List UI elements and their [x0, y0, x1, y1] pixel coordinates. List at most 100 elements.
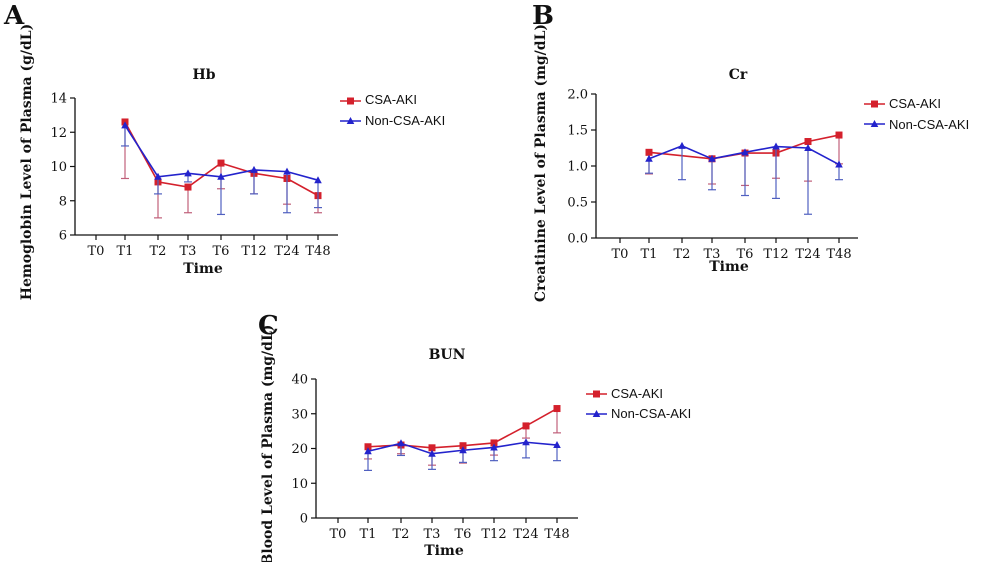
panel-a-plot: 6 8 10 12 14 T0 T1 T2 T3 T6 T12 T24 T48 [50, 92, 338, 259]
x-tick-label: T2 [674, 247, 691, 262]
data-point [283, 167, 291, 175]
x-tick-label: T12 [241, 244, 266, 259]
x-tick-label: T1 [117, 244, 134, 259]
panel-a-title: Hb [192, 67, 215, 83]
data-point [772, 142, 780, 150]
panel-b-x-axis-title: Time [709, 259, 749, 275]
panel-a-x-axis-title: Time [183, 261, 223, 277]
y-tick-label: 20 [291, 442, 308, 457]
y-tick-label: 0.0 [567, 232, 588, 247]
x-tick-label: T6 [455, 527, 472, 542]
y-tick-label: 10 [291, 477, 308, 492]
data-point [364, 443, 372, 451]
x-tick-label: T2 [393, 527, 410, 542]
legend-label-non-csa-aki: Non-CSA-AKI [365, 113, 445, 128]
legend-marker-csa-aki [593, 390, 600, 398]
data-point [364, 447, 372, 455]
x-tick-label: T3 [704, 247, 721, 262]
y-tick-label: 14 [50, 92, 67, 107]
series-non-csa-aki [121, 121, 322, 216]
y-tick-label: 0.5 [567, 196, 588, 211]
legend-marker-non-csa-aki [870, 120, 879, 127]
panel-c-y-axis-title: Blood Level of Plasma (mg/dL) [260, 325, 276, 562]
panel-a: A Hb Hemoglobin Level of Plasma (g/dL) T… [3, 1, 445, 300]
data-point [741, 148, 749, 156]
x-tick-label: T12 [481, 527, 506, 542]
x-tick-label: T1 [360, 527, 377, 542]
panel-c-title: BUN [429, 347, 466, 363]
y-tick-label: 40 [291, 373, 308, 388]
y-tick-label: 6 [59, 229, 67, 244]
x-tick-label: T24 [513, 527, 538, 542]
legend-marker-non-csa-aki [346, 117, 355, 124]
y-tick-label: 30 [291, 407, 308, 422]
y-tick-label: 2.0 [567, 88, 588, 103]
legend-label-non-csa-aki: Non-CSA-AKI [889, 117, 969, 132]
legend-marker-csa-aki [347, 97, 354, 105]
x-tick-label: T6 [737, 247, 754, 262]
data-point [553, 441, 561, 449]
panel-b-letter: B [532, 1, 554, 31]
x-tick-label: T0 [612, 247, 629, 262]
legend-marker-csa-aki [871, 100, 878, 108]
data-point [428, 444, 436, 452]
data-point [184, 183, 192, 191]
data-point [645, 154, 653, 162]
panel-b-legend: CSA-AKI Non-CSA-AKI [864, 96, 969, 132]
data-point [645, 148, 653, 156]
panel-c-x-axis-title: Time [424, 543, 464, 559]
panel-a-legend: CSA-AKI Non-CSA-AKI [340, 92, 445, 128]
legend-label-non-csa-aki: Non-CSA-AKI [611, 406, 691, 421]
x-tick-label: T0 [330, 527, 347, 542]
x-tick-label: T24 [274, 244, 299, 259]
x-tick-label: T6 [213, 244, 230, 259]
data-point [804, 144, 812, 151]
data-point [522, 438, 530, 446]
series-line [648, 134, 840, 160]
x-tick-label: T48 [544, 527, 569, 542]
x-tick-label: T48 [305, 244, 330, 259]
y-tick-label: 10 [50, 160, 67, 175]
panel-a-letter: A [3, 1, 25, 31]
legend-label-csa-aki: CSA-AKI [889, 96, 941, 111]
data-point [459, 446, 467, 454]
data-point [428, 449, 436, 457]
data-point [397, 439, 405, 447]
data-point [459, 442, 467, 450]
legend-label-csa-aki: CSA-AKI [611, 386, 663, 401]
panel-b-y-axis-title: Creatinine Level of Plasma (mg/dL) [533, 24, 549, 302]
legend-marker-non-csa-aki [592, 410, 601, 417]
data-point [121, 121, 129, 129]
panel-c-legend: CSA-AKI Non-CSA-AKI [586, 386, 691, 421]
y-tick-label: 1.5 [567, 124, 588, 139]
x-tick-label: T1 [641, 247, 658, 262]
data-point [217, 159, 225, 167]
data-point [490, 439, 498, 447]
panel-a-y-axis-title: Hemoglobin Level of Plasma (g/dL) [19, 24, 35, 300]
data-point [835, 131, 843, 139]
data-point [217, 172, 225, 180]
panel-b-plot: 0.0 0.5 1.0 1.5 2.0 T0 T1 T2 T3 T6 T12 T24 T48 [567, 88, 858, 262]
panel-b-title: Cr [729, 67, 748, 83]
x-tick-label: T12 [763, 247, 788, 262]
series-non-csa-aki [645, 141, 843, 215]
data-point [678, 141, 686, 149]
series-non-csa-aki [364, 438, 561, 471]
data-point [250, 165, 258, 173]
series-csa-aki [645, 131, 843, 187]
x-tick-label: T2 [150, 244, 167, 259]
panel-c-letter: C [258, 311, 279, 341]
x-tick-label: T24 [795, 247, 820, 262]
legend-label-csa-aki: CSA-AKI [365, 92, 417, 107]
panel-b: B Cr Creatinine Level of Plasma (mg/dL) … [532, 1, 969, 302]
panel-c-plot: 0 10 20 30 40 T0 T1 T2 T3 T6 T12 T24 T48 [291, 373, 578, 542]
data-point [804, 138, 812, 146]
data-point [522, 422, 530, 430]
data-point [314, 176, 322, 184]
data-point [154, 172, 162, 180]
y-tick-label: 12 [50, 126, 67, 141]
y-tick-label: 8 [59, 194, 67, 209]
y-tick-label: 0 [300, 512, 308, 527]
data-point [553, 405, 561, 413]
